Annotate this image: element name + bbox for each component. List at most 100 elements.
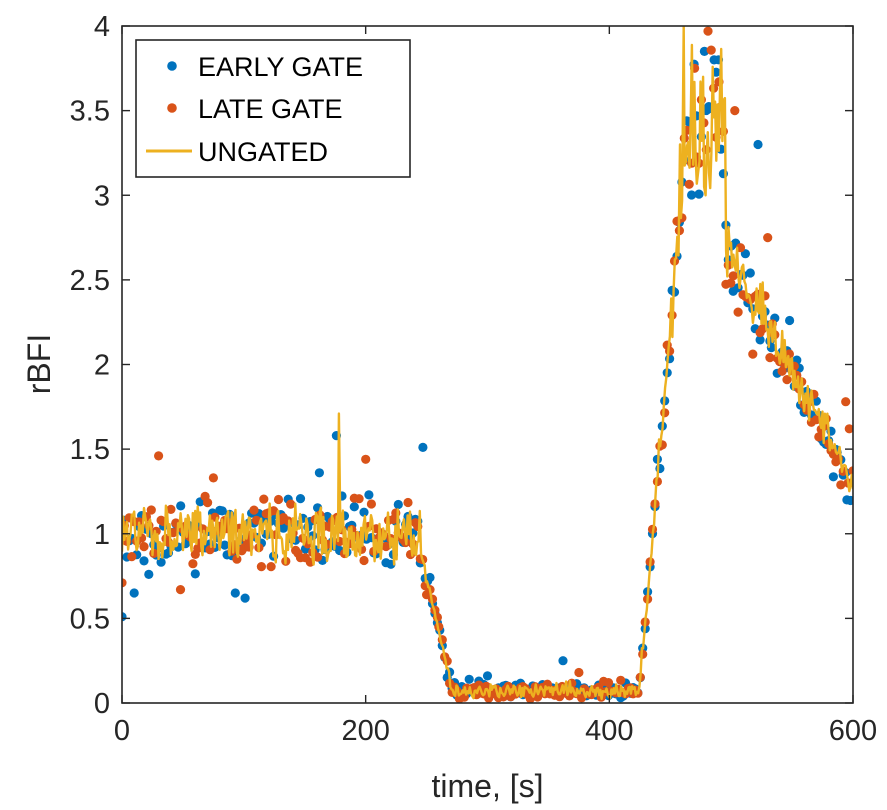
y-tick-label: 4 (94, 11, 110, 43)
data-point-early-gate (230, 588, 240, 598)
data-point-late-gate (313, 552, 323, 562)
data-point-late-gate (616, 675, 626, 685)
data-point-early-gate (314, 468, 324, 478)
y-tick-label: 0 (94, 688, 110, 720)
data-point-early-gate (364, 490, 374, 500)
x-tick-label: 0 (114, 715, 130, 747)
data-point-late-gate (256, 562, 266, 572)
ticks-layer: 0 200 400 600 0 0.5 1 1.5 2 2.5 3 3.5 4 (70, 11, 878, 747)
legend-marker-early-gate (167, 61, 177, 71)
y-tick-label: 2.5 (70, 265, 110, 297)
y-axis-label: rBFI (21, 334, 57, 394)
legend-label-early-gate: EARLY GATE (198, 52, 363, 82)
data-point-early-gate (418, 442, 428, 452)
data-point-late-gate (232, 554, 242, 564)
y-tick-label: 1 (94, 519, 110, 551)
data-point-late-gate (361, 454, 371, 464)
data-point-early-gate (464, 674, 474, 684)
data-point-late-gate (728, 271, 738, 281)
data-point-early-gate (699, 46, 710, 57)
data-point-late-gate (403, 497, 413, 508)
data-point-late-gate (726, 278, 736, 288)
data-point-late-gate (684, 179, 694, 189)
data-point-late-gate (188, 559, 198, 569)
data-point-late-gate (765, 353, 775, 363)
data-point-late-gate (286, 499, 296, 509)
data-point-late-gate (273, 494, 284, 505)
data-point-late-gate (574, 667, 584, 678)
data-point-late-gate (733, 307, 743, 317)
data-point-early-gate (558, 656, 568, 666)
x-tick-label: 200 (341, 715, 389, 747)
data-point-late-gate (154, 451, 164, 461)
data-point-early-gate (482, 671, 493, 681)
data-point-late-gate (146, 505, 156, 515)
y-tick-label: 1.5 (70, 434, 110, 466)
data-point-early-gate (828, 472, 839, 482)
data-point-early-gate (785, 315, 795, 326)
data-point-early-gate (846, 495, 853, 506)
data-point-early-gate (129, 588, 139, 598)
data-point-early-gate (753, 139, 763, 150)
data-point-early-gate (217, 506, 227, 516)
data-point-early-gate (687, 190, 697, 200)
data-point-late-gate (841, 397, 851, 407)
data-point-late-gate (703, 26, 713, 36)
data-point-late-gate (848, 466, 853, 476)
legend-marker-late-gate (167, 103, 177, 113)
data-point-early-gate (139, 556, 149, 566)
data-point-late-gate (763, 233, 773, 243)
data-point-late-gate (366, 499, 376, 509)
data-point-late-gate (139, 542, 149, 552)
data-point-early-gate (393, 499, 403, 510)
data-point-late-gate (730, 106, 740, 116)
legend-box (135, 39, 411, 178)
data-point-late-gate (205, 545, 215, 555)
data-point-late-gate (836, 480, 846, 490)
data-point-early-gate (425, 572, 435, 583)
data-point-late-gate (203, 498, 213, 508)
x-tick-label: 600 (829, 715, 877, 747)
data-point-late-gate (122, 578, 127, 588)
data-point-early-gate (220, 540, 230, 550)
data-point-late-gate (782, 375, 792, 385)
data-point-late-gate (259, 494, 269, 504)
data-point-early-gate (190, 569, 200, 579)
series-line-ungated (122, 26, 853, 701)
data-point-late-gate (814, 432, 824, 442)
data-point-late-gate (249, 505, 259, 515)
data-layer (122, 26, 853, 703)
data-point-late-gate (844, 424, 853, 434)
data-point-late-gate (354, 494, 364, 504)
data-point-late-gate (381, 541, 391, 552)
data-point-late-gate (208, 473, 218, 483)
legend-label-ungated: UNGATED (198, 137, 328, 167)
data-point-early-gate (694, 189, 704, 199)
data-point-late-gate (603, 678, 614, 688)
x-axis-label: time, [s] (431, 768, 543, 804)
data-point-late-gate (175, 585, 186, 595)
data-point-late-gate (359, 555, 369, 566)
data-point-early-gate (240, 593, 250, 603)
data-point-late-gate (706, 45, 716, 55)
y-tick-label: 3 (94, 180, 110, 212)
legend: EARLY GATE LATE GATE UNGATED (135, 39, 411, 178)
data-point-late-gate (266, 562, 276, 572)
y-tick-label: 2 (94, 350, 110, 382)
legend-label-late-gate: LATE GATE (198, 94, 343, 124)
data-point-early-gate (144, 569, 154, 580)
data-point-late-gate (269, 506, 279, 516)
y-tick-label: 0.5 (70, 603, 110, 635)
data-point-early-gate (295, 494, 306, 504)
data-point-late-gate (127, 552, 137, 562)
data-point-early-gate (755, 335, 765, 345)
data-point-late-gate (748, 349, 758, 359)
data-point-early-gate (176, 501, 186, 511)
data-point-late-gate (757, 324, 768, 334)
data-point-early-gate (359, 507, 369, 517)
y-tick-label: 3.5 (70, 96, 110, 128)
x-tick-label: 400 (585, 715, 633, 747)
data-point-late-gate (474, 680, 484, 690)
data-point-early-gate (745, 268, 755, 278)
